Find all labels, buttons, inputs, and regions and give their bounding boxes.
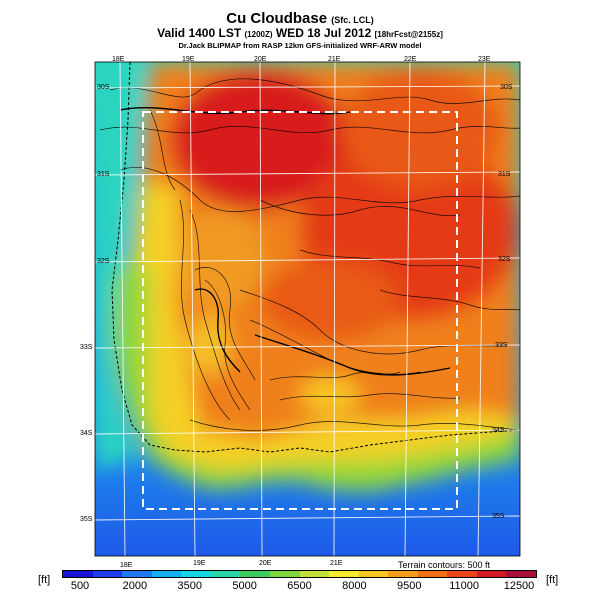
contour-note: Terrain contours: 500 ft [398,560,491,570]
lat-label-left: 33S [80,344,93,351]
colorbar-tick-label: 500 [70,580,90,592]
lat-label-left: 34S [80,430,93,437]
colorbar-segment [447,571,477,577]
colorbar-tick-label: 11000 [449,580,480,592]
lat-label-right: 30S [500,84,513,91]
lat-label-right: 35S [492,513,505,520]
colorbar-tick-label: 3500 [177,580,202,592]
coastline [111,62,520,453]
colorbar-unit-right: [ft] [546,574,559,586]
colorbar-tick-label: 2000 [122,580,148,592]
valid-label: Valid 1400 LST [157,26,242,40]
valid-date: WED 18 Jul 2012 [275,26,372,40]
colorbar-segment [269,571,300,577]
lon-label-top: 22E [404,56,417,63]
colorbar-segment [151,571,182,577]
colorbar-segment [417,571,448,577]
colorbar-segment [63,571,93,577]
lon-label-bottom: 20E [259,560,272,567]
lat-label-right: 33S [495,342,508,349]
valid-code: (1200Z) [244,30,273,39]
colorbar-tick-label: 12500 [503,580,535,592]
lat-label-left: 31S [97,171,110,178]
lon-label-bottom: 21E [330,560,343,567]
colorbar-segment [122,571,152,577]
lat-label-right: 32S [498,256,511,263]
inner-domain-box [142,111,458,510]
lon-label-bottom: 18E [120,562,133,569]
colorbar-tick-label: 9500 [397,580,422,592]
lon-label-top: 18E [112,56,125,63]
colorbar-segment [329,571,359,577]
colorbar-segment [181,571,211,577]
colorbar-tick-label: 8000 [342,580,367,592]
lat-label-left: 32S [97,258,110,265]
lat-label-left: 35S [80,516,93,523]
colorbar-segment [210,571,241,577]
lon-label-top: 23E [478,56,491,63]
valid-time: Valid 1400 LST (1200Z) WED 18 Jul 2012 [… [0,26,600,40]
colorbar-segment [299,571,330,577]
colorbar-segment [476,571,507,577]
lat-lon-grid [94,61,521,557]
colorbar-unit-left: [ft] [38,574,51,586]
lat-label-right: 31S [498,171,511,178]
title-suffix: (Sfc. LCL) [331,15,374,25]
colorbar [62,570,537,578]
lat-label-left: 30S [97,84,110,91]
valid-tail: [18hrFcst@2155z] [374,30,443,39]
source-line: Dr.Jack BLIPMAP from RASP 12km GFS-initi… [178,41,422,50]
colorbar-tick-label: 6500 [287,580,312,592]
lat-label-right: 34S [492,427,505,434]
lon-label-bottom: 19E [193,560,206,567]
lon-label-top: 20E [254,56,267,63]
title-text: Cu Cloudbase [226,10,328,27]
colorbar-segment [506,571,536,577]
colorbar-tick-label: 5000 [232,580,257,592]
map-title: Cu Cloudbase (Sfc. LCL) [0,10,600,27]
lon-label-top: 21E [328,56,341,63]
lon-label-top: 19E [182,56,195,63]
colorbar-segment [240,571,270,577]
colorbar-segment [92,571,123,577]
colorbar-segment [388,571,418,577]
colorbar-segment [358,571,389,577]
